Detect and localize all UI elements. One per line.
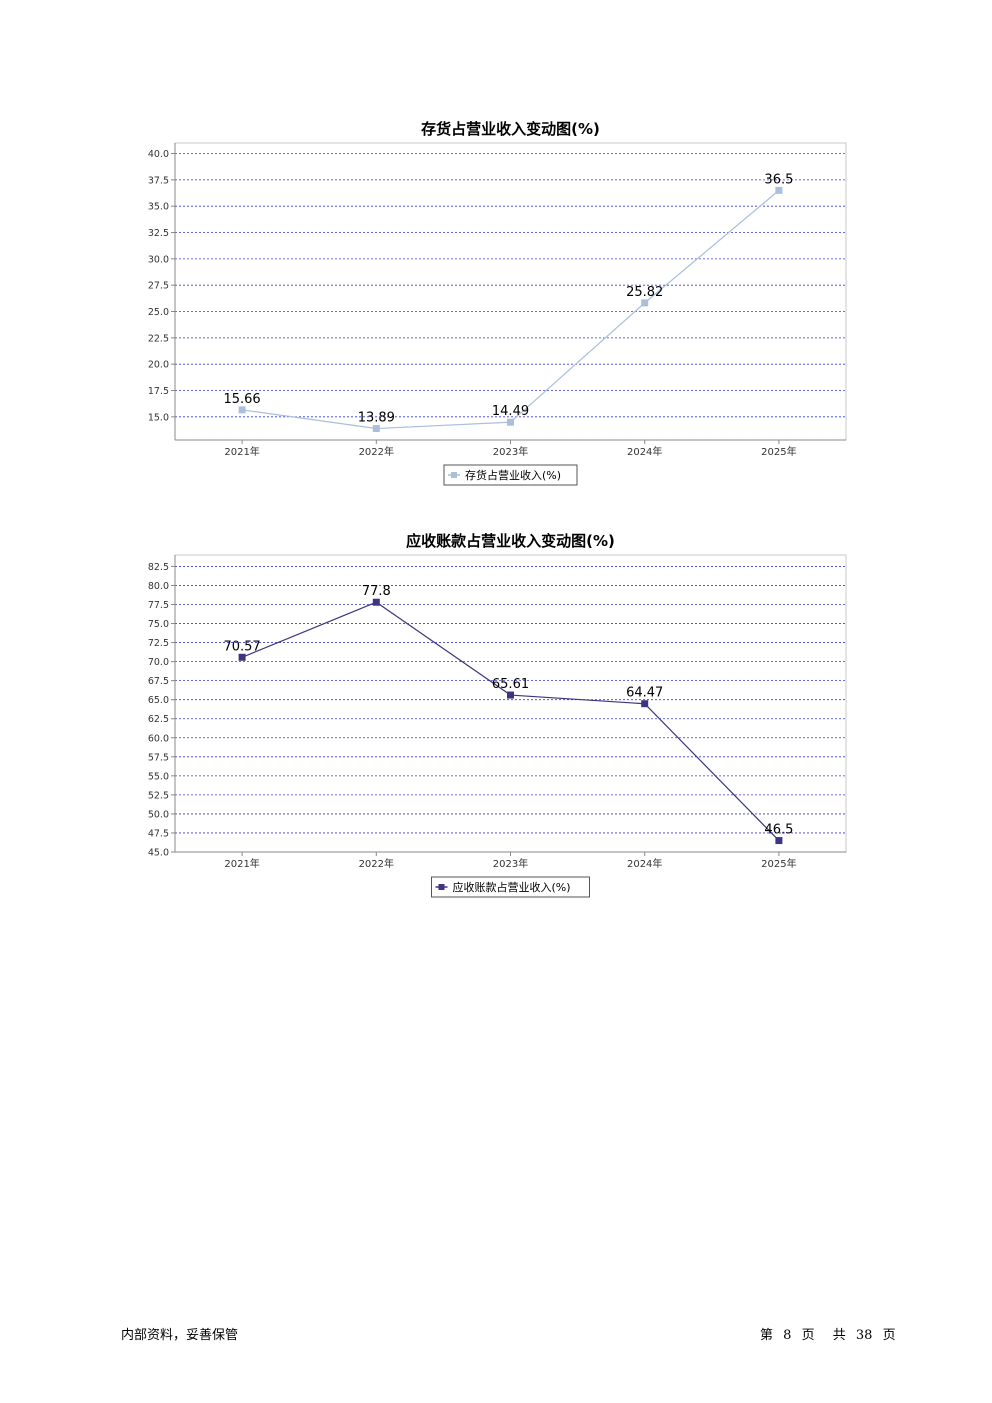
data-label: 15.66	[223, 392, 260, 407]
y-tick-label: 15.0	[148, 412, 169, 423]
y-tick-label: 27.5	[148, 281, 169, 292]
y-tick-label: 52.5	[148, 790, 169, 801]
plot-area	[174, 554, 847, 853]
y-tick-label: 72.5	[148, 638, 169, 649]
inventory-ratio-chart: 存货占营业收入变动图(%) 15.0 17.5 20.0 22.5 25.0 27.5 30.…	[148, 120, 847, 486]
plot-area	[174, 142, 847, 441]
legend-box	[443, 464, 578, 486]
y-tick-label: 55.0	[148, 771, 169, 782]
y-tick-label: 57.5	[148, 752, 169, 763]
legend-marker	[438, 884, 445, 890]
legend-box	[431, 876, 590, 898]
data-point	[641, 299, 649, 307]
y-tick-label: 17.5	[148, 386, 169, 397]
data-point	[775, 837, 783, 845]
x-tick-label: 2023年	[493, 857, 528, 870]
page-number: 8	[783, 1328, 792, 1343]
data-label: 77.8	[362, 584, 391, 599]
x-tick-label: 2021年	[224, 445, 259, 458]
data-point	[372, 598, 380, 606]
legend-label: 存货占营业收入(%)	[465, 468, 561, 482]
data-label: 46.5	[764, 823, 793, 838]
chart-title: 应收账款占营业收入变动图(%)	[406, 532, 615, 550]
y-tick-label: 75.0	[148, 619, 169, 630]
data-point	[372, 425, 380, 433]
data-point	[507, 418, 514, 426]
data-label: 65.61	[492, 677, 529, 692]
x-tick-label: 2024年	[627, 445, 662, 458]
y-tick-label: 45.0	[148, 848, 169, 859]
data-label: 14.49	[492, 404, 529, 419]
data-label: 70.57	[223, 639, 260, 654]
legend-label: 应收账款占营业收入(%)	[453, 880, 571, 894]
y-tick-label: 60.0	[148, 733, 169, 744]
chart-title: 存货占营业收入变动图(%)	[421, 120, 600, 138]
data-point	[775, 186, 783, 194]
x-tick-label: 2022年	[359, 445, 394, 458]
y-tick-label: 25.0	[148, 307, 169, 318]
y-tick-label: 77.5	[148, 600, 169, 611]
x-tick-label: 2021年	[224, 857, 259, 870]
total-suffix: 页	[882, 1328, 896, 1343]
y-tick-label: 62.5	[148, 714, 169, 725]
data-point	[238, 653, 246, 661]
x-tick-label: 2025年	[761, 857, 796, 870]
y-tick-label: 20.0	[148, 360, 169, 371]
y-tick-label: 37.5	[148, 175, 169, 186]
data-label: 64.47	[626, 686, 663, 701]
footer-confidential-note: 内部资料，妥善保管	[121, 1328, 239, 1343]
page-prefix: 第	[760, 1328, 774, 1343]
y-tick-label: 70.0	[148, 657, 169, 668]
data-point	[507, 691, 514, 699]
legend-marker	[451, 472, 457, 478]
footer-page-info: 第 8 页 共 38 页	[760, 1324, 902, 1343]
receivables-ratio-chart: 应收账款占营业收入变动图(%) 45.0 47.5 50.0 52.5 55.0 57.5 6…	[148, 532, 847, 898]
y-tick-label: 50.0	[148, 809, 169, 820]
y-tick-label: 40.0	[148, 149, 169, 160]
y-tick-label: 80.0	[148, 581, 169, 592]
y-tick-label: 65.0	[148, 695, 169, 706]
y-tick-label: 35.0	[148, 202, 169, 213]
y-tick-label: 82.5	[148, 562, 169, 573]
y-tick-label: 30.0	[148, 254, 169, 265]
y-tick-label: 67.5	[148, 676, 169, 687]
data-label: 25.82	[626, 285, 663, 300]
y-tick-label: 47.5	[148, 828, 169, 839]
y-tick-label: 32.5	[148, 228, 169, 239]
total-pages: 38	[855, 1328, 873, 1343]
x-tick-label: 2024年	[627, 857, 662, 870]
data-point	[641, 700, 649, 708]
data-point	[238, 406, 246, 414]
x-tick-label: 2022年	[359, 857, 394, 870]
x-tick-label: 2025年	[761, 445, 796, 458]
page-suffix: 页	[801, 1328, 815, 1343]
data-label: 36.5	[764, 172, 793, 187]
x-tick-label: 2023年	[493, 445, 528, 458]
data-label: 13.89	[358, 411, 395, 426]
total-prefix: 共	[832, 1328, 846, 1343]
y-tick-label: 22.5	[148, 333, 169, 344]
